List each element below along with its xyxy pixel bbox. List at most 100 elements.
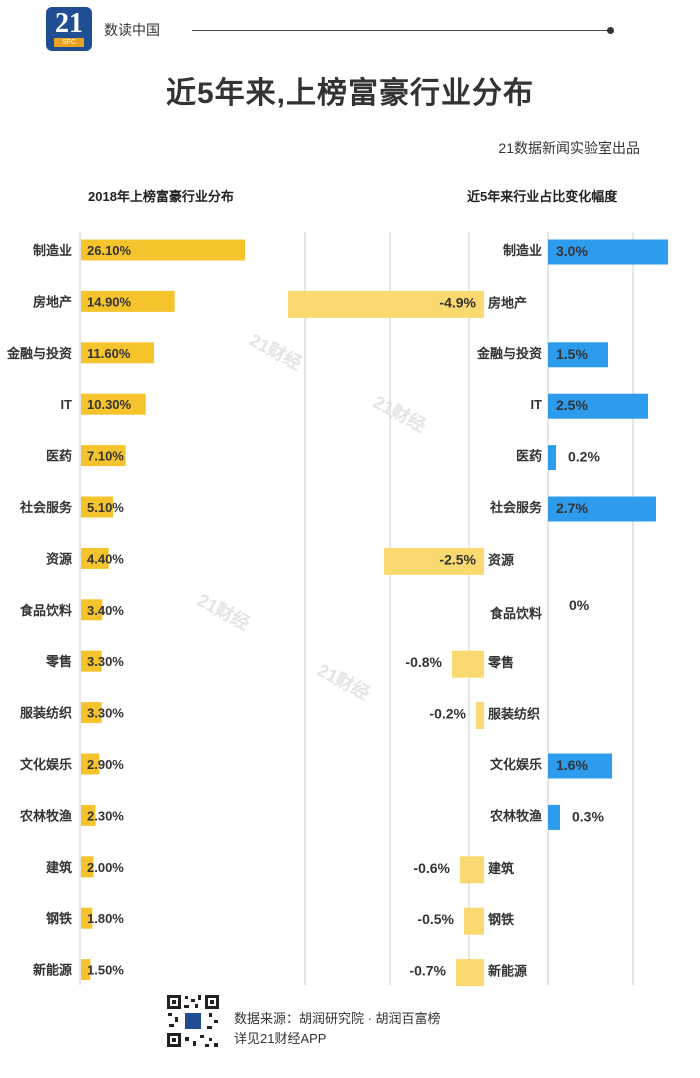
left-value-label: 2.30%: [87, 808, 124, 823]
left-category-label: 农林牧渔: [19, 808, 72, 823]
right-bar-positive: [548, 239, 668, 265]
right-bar-positive: [548, 342, 608, 368]
right-category-label: 农林牧渔: [489, 808, 542, 823]
left-bar: [81, 959, 91, 981]
right-bar-negative: [476, 702, 484, 730]
right-category-label: 金融与投资: [476, 346, 542, 361]
left-value-label: 3.40%: [87, 603, 124, 618]
left-category-label: 新能源: [33, 963, 72, 978]
left-category-label: 文化娱乐: [20, 757, 72, 772]
left-category-label: 建筑: [46, 860, 72, 875]
left-bar: [81, 496, 114, 518]
left-category-label: 房地产: [33, 294, 72, 309]
left-value-label: 7.10%: [87, 449, 124, 464]
left-bar: [81, 290, 175, 312]
left-category-label: 医药: [46, 449, 72, 464]
left-value-label: 3.30%: [87, 654, 124, 669]
right-bar-positive: [548, 496, 656, 522]
right-category-label: 钢铁: [488, 912, 514, 927]
left-bar: [81, 856, 94, 878]
left-bar: [81, 702, 102, 724]
right-category-label: 服装纺织: [488, 707, 540, 722]
page-title: 近5年来,上榜富豪行业分布: [165, 77, 535, 110]
right-value-label: 0.3%: [572, 808, 604, 824]
left-category-label: 食品饮料: [20, 603, 72, 618]
right-value-label: -4.9%: [439, 294, 476, 310]
right-value-label: -0.8%: [405, 654, 442, 670]
left-category-label: 服装纺织: [20, 706, 72, 721]
right-value-label: -0.5%: [417, 911, 454, 927]
right-value-label: -0.6%: [413, 860, 450, 876]
left-category-label: 社会服务: [19, 500, 73, 515]
right-chart-title: 近5年来行业占比变化幅度: [467, 189, 618, 204]
right-value-label: 0%: [569, 597, 590, 613]
left-bar: [81, 753, 100, 775]
industry-chart: 制造业 26.10% 房地产 14.90% 金融与投资 11.60% IT 10.30% 医药 7…: [6, 232, 668, 987]
left-value-label: 2.00%: [87, 860, 124, 875]
left-category-label: 制造业: [33, 243, 72, 258]
left-value-label: 11.60%: [87, 346, 131, 361]
right-value-label: 3.0%: [556, 243, 588, 259]
header-divider-dot: [607, 27, 614, 34]
left-bar: [81, 239, 245, 261]
left-value-label: 3.30%: [87, 706, 124, 721]
qr-code-icon: [165, 993, 221, 1049]
right-bar-negative: [460, 856, 484, 884]
right-value-label: 2.5%: [556, 397, 588, 413]
right-category-label: 医药: [516, 449, 542, 464]
left-value-label: 1.80%: [87, 911, 124, 926]
right-value-label: 1.6%: [556, 757, 588, 773]
right-bar-negative: [288, 290, 484, 318]
right-category-label: IT: [530, 397, 542, 412]
right-bar-positive: [548, 804, 560, 830]
right-category-label: 文化娱乐: [490, 757, 542, 772]
right-value-label: -0.7%: [409, 963, 446, 979]
left-category-label: 金融与投资: [6, 346, 72, 361]
left-bar: [81, 445, 126, 467]
right-category-label: 社会服务: [489, 500, 543, 515]
left-chart-title: 2018年上榜富豪行业分布: [88, 189, 234, 204]
left-bar: [81, 804, 96, 826]
right-value-label: 0.2%: [568, 449, 600, 465]
right-value-label: -2.5%: [439, 551, 476, 567]
left-value-label: 4.40%: [87, 551, 124, 566]
right-category-label: 新能源: [488, 964, 527, 979]
left-value-label: 26.10%: [87, 243, 132, 258]
left-value-label: 10.30%: [87, 397, 132, 412]
header-divider: [192, 30, 610, 31]
brand-name: 数读中国: [104, 22, 160, 38]
right-bar-positive: [548, 445, 556, 471]
right-category-label: 房地产: [488, 295, 527, 310]
right-value-label: 1.5%: [556, 346, 588, 362]
data-source: 数据来源：胡润研究院 · 胡润百富榜: [234, 1011, 441, 1026]
right-value-label: 2.7%: [556, 500, 588, 516]
left-category-label: IT: [60, 397, 72, 412]
left-value-label: 2.90%: [87, 757, 124, 772]
right-bar-negative: [452, 650, 484, 678]
right-category-label: 食品饮料: [490, 606, 542, 621]
logo-number: 21: [55, 8, 83, 39]
left-bar: [81, 547, 109, 569]
right-category-label: 制造业: [503, 243, 542, 258]
right-bar-positive: [548, 753, 612, 779]
logo-21: 21 SFC: [46, 7, 92, 51]
left-category-label: 钢铁: [46, 911, 72, 926]
left-category-label: 零售: [45, 654, 72, 669]
right-bar-positive: [548, 393, 648, 419]
left-bar: [81, 393, 146, 415]
left-bar: [81, 342, 154, 364]
right-category-label: 资源: [488, 552, 514, 567]
right-category-label: 建筑: [488, 861, 514, 876]
right-bar-negative: [464, 907, 484, 935]
left-value-label: 5.10%: [87, 500, 124, 515]
left-bar: [81, 650, 102, 672]
logo-sub: SFC: [54, 38, 84, 47]
right-value-label: -0.2%: [429, 706, 466, 722]
right-bar-negative: [456, 959, 484, 987]
right-category-label: 零售: [487, 655, 514, 670]
right-bar-negative: [384, 547, 484, 575]
left-value-label: 14.90%: [87, 294, 132, 309]
credit-line: 21数据新闻实验室出品: [498, 140, 640, 156]
left-bar: [81, 907, 93, 929]
more-info: 详见21财经APP: [234, 1031, 327, 1046]
